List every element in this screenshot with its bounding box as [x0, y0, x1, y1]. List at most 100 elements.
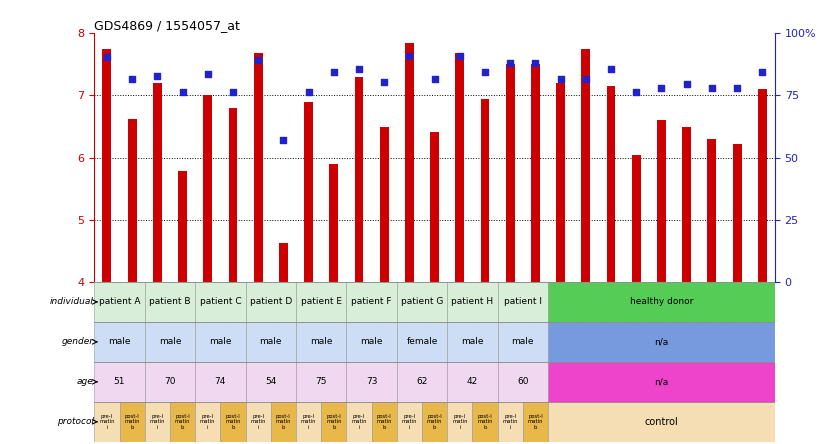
Point	[151, 72, 164, 79]
Bar	[245, 322, 296, 362]
Point	[604, 65, 617, 72]
Text: male: male	[511, 337, 533, 346]
Bar	[505, 64, 514, 282]
Text: control: control	[644, 417, 677, 427]
Text: individual: individual	[50, 297, 93, 306]
Point	[428, 75, 441, 82]
Bar	[446, 322, 497, 362]
Bar	[245, 282, 296, 322]
Text: patient B: patient B	[149, 297, 191, 306]
Bar	[497, 322, 547, 362]
Point	[327, 68, 340, 75]
Bar	[128, 119, 136, 282]
Bar	[396, 282, 446, 322]
Text: n/a: n/a	[654, 377, 667, 386]
Text: healthy donor: healthy donor	[629, 297, 692, 306]
Bar	[144, 402, 170, 442]
Point	[352, 65, 365, 72]
Bar	[405, 43, 414, 282]
Text: post-I
matin
b: post-I matin b	[527, 414, 542, 430]
Text: pre-I
matin
i: pre-I matin i	[250, 414, 265, 430]
Bar	[497, 282, 547, 322]
Point	[755, 68, 768, 75]
Bar	[94, 282, 144, 322]
Bar	[120, 402, 144, 442]
Text: 74: 74	[215, 377, 226, 386]
Text: pre-I
matin
i: pre-I matin i	[200, 414, 215, 430]
Text: GDS4869 / 1554057_at: GDS4869 / 1554057_at	[94, 19, 240, 32]
Point	[378, 78, 391, 85]
Point	[176, 89, 189, 96]
Bar	[346, 362, 396, 402]
Bar	[220, 402, 245, 442]
Text: male: male	[159, 337, 181, 346]
Bar	[102, 49, 111, 282]
Bar	[253, 53, 262, 282]
Bar	[195, 322, 245, 362]
Text: 51: 51	[114, 377, 125, 386]
Point	[503, 59, 516, 67]
Bar	[296, 402, 321, 442]
Bar	[547, 322, 774, 362]
Bar	[195, 362, 245, 402]
Bar	[497, 362, 547, 402]
Bar	[396, 362, 446, 402]
Text: age: age	[77, 377, 93, 386]
Text: pre-I
matin
i: pre-I matin i	[351, 414, 366, 430]
Point	[578, 75, 591, 82]
Bar	[707, 139, 716, 282]
Bar	[732, 144, 740, 282]
Text: n/a: n/a	[654, 337, 667, 346]
Text: post-I
matin
b: post-I matin b	[124, 414, 140, 430]
Bar	[195, 402, 220, 442]
Bar	[229, 108, 237, 282]
Text: patient D: patient D	[249, 297, 292, 306]
Bar	[430, 131, 438, 282]
Point	[251, 56, 265, 63]
Point	[679, 81, 692, 88]
Bar	[396, 322, 446, 362]
Bar	[245, 402, 270, 442]
Bar	[547, 362, 774, 402]
Text: pre-I
matin
i: pre-I matin i	[401, 414, 417, 430]
Point	[453, 52, 466, 59]
Point	[277, 137, 290, 144]
Bar	[329, 164, 337, 282]
Bar	[304, 102, 313, 282]
Bar	[455, 53, 464, 282]
Bar	[446, 402, 472, 442]
Point	[125, 75, 138, 82]
Bar	[555, 83, 564, 282]
Text: pre-I
matin
i: pre-I matin i	[451, 414, 467, 430]
Bar	[547, 282, 774, 322]
Bar	[379, 127, 388, 282]
Bar	[523, 402, 547, 442]
Point	[100, 53, 113, 60]
Bar	[446, 362, 497, 402]
Bar	[531, 64, 539, 282]
Point	[528, 59, 541, 67]
Bar	[245, 362, 296, 402]
Bar	[472, 402, 497, 442]
Text: 73: 73	[365, 377, 377, 386]
Point	[301, 89, 314, 96]
Point	[201, 70, 214, 77]
Text: 75: 75	[315, 377, 327, 386]
Bar	[144, 362, 195, 402]
Text: male: male	[310, 337, 332, 346]
Text: male: male	[259, 337, 282, 346]
Text: patient F: patient F	[351, 297, 391, 306]
Bar	[480, 99, 489, 282]
Bar	[606, 86, 615, 282]
Text: 70: 70	[164, 377, 175, 386]
Text: post-I
matin
b: post-I matin b	[427, 414, 441, 430]
Text: patient E: patient E	[301, 297, 342, 306]
Bar	[296, 282, 346, 322]
Point	[226, 89, 239, 96]
Bar	[321, 402, 346, 442]
Bar	[371, 402, 396, 442]
Text: post-I
matin
b: post-I matin b	[225, 414, 241, 430]
Text: 62: 62	[416, 377, 428, 386]
Text: male: male	[209, 337, 231, 346]
Text: male: male	[108, 337, 130, 346]
